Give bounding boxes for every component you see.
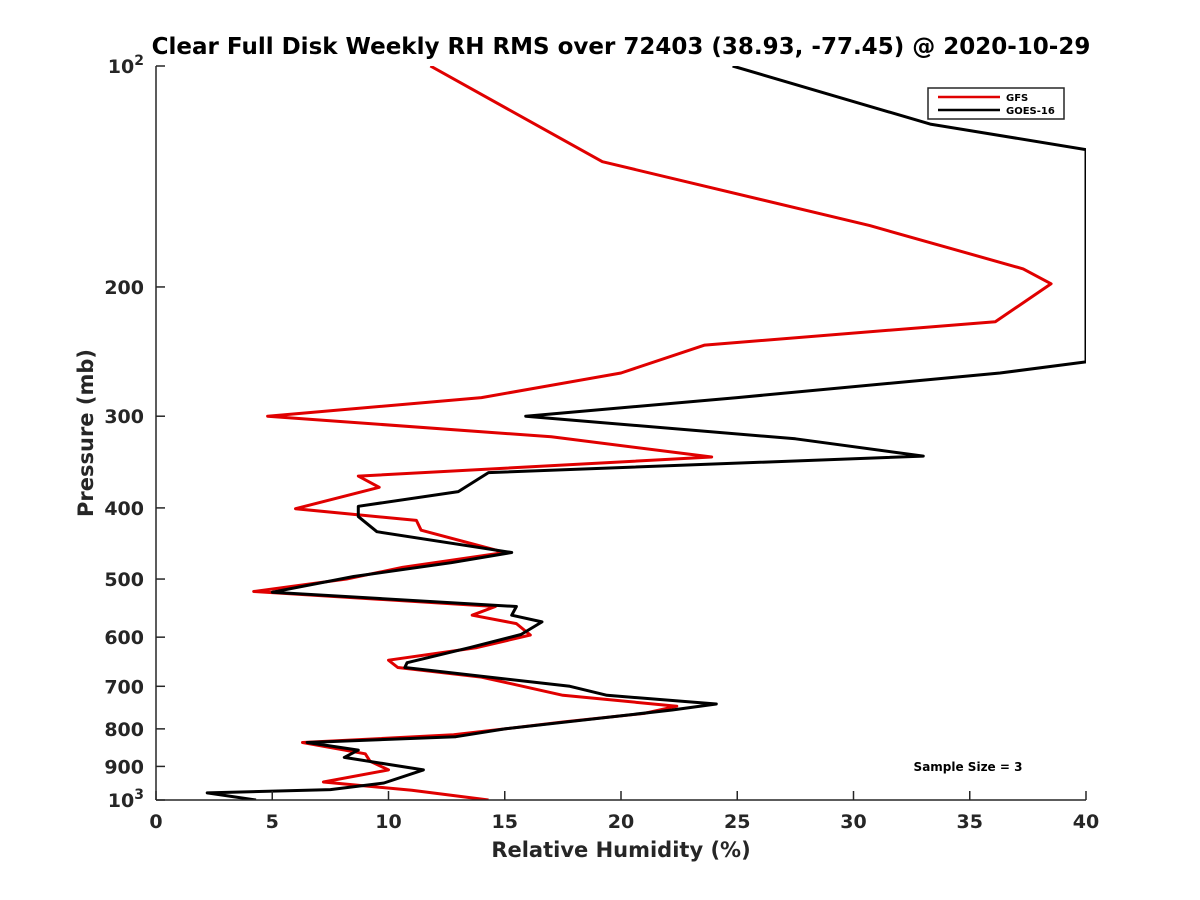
y-tick-label: 200 (104, 277, 144, 299)
legend: GFS GOES-16 (927, 87, 1065, 120)
x-tick-label: 40 (1073, 811, 1099, 833)
x-tick-label: 35 (957, 811, 983, 833)
x-tick-label: 10 (375, 811, 401, 833)
legend-label-gfs: GFS (1006, 93, 1028, 104)
y-tick-label: 800 (104, 719, 144, 741)
y-tick-label: 102 (108, 53, 144, 78)
plot-area: 0 5 10 15 20 25 30 35 40 102 200 300 400 500 600 700 800… (104, 53, 1099, 833)
x-tick-label: 25 (724, 811, 750, 833)
y-axis-label: Pressure (mb) (74, 349, 98, 517)
sample-size-annotation: Sample Size = 3 (914, 760, 1023, 774)
x-tick-label: 30 (840, 811, 866, 833)
series-line-goes-16 (205, 66, 1086, 800)
y-tick-label: 300 (104, 406, 144, 428)
y-tick-label: 500 (104, 569, 144, 591)
chart-title: Clear Full Disk Weekly RH RMS over 72403… (152, 34, 1091, 60)
y-tick-label: 103 (108, 787, 144, 812)
x-tick-label: 5 (266, 811, 279, 833)
y-tick-label: 400 (104, 498, 144, 520)
y-tick-label: 600 (104, 627, 144, 649)
legend-label-goes16: GOES-16 (1006, 106, 1055, 117)
x-tick-label: 15 (492, 811, 518, 833)
x-tick-label: 0 (149, 811, 162, 833)
y-tick-label: 700 (104, 676, 144, 698)
x-axis-label: Relative Humidity (%) (491, 838, 750, 862)
y-tick-label: 900 (104, 756, 144, 778)
x-tick-label: 20 (608, 811, 634, 833)
